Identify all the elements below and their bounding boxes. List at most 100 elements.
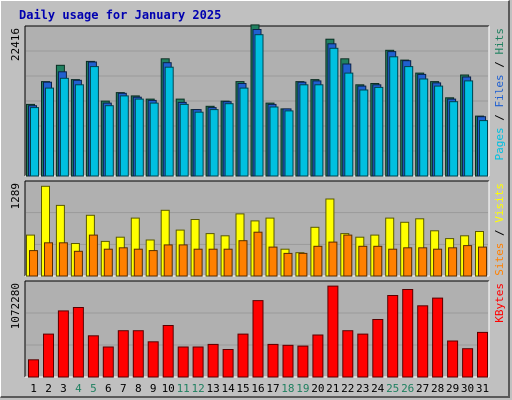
bar-kbytes-day-26 [402, 289, 414, 378]
bar-kbytes-day-12 [192, 346, 204, 378]
bar-pages-day-24 [374, 86, 384, 177]
panel-bottom-ymax-label: 1072280 [9, 283, 22, 329]
bar-pages-day-29 [449, 101, 459, 177]
bar-sites-day-5 [88, 234, 98, 277]
x-tick-label-day-9: 9 [150, 382, 157, 395]
legend-sites: Sites [493, 243, 506, 276]
x-tick-label-day-23: 23 [356, 382, 369, 395]
bar-kbytes-day-15 [237, 333, 249, 378]
bar-kbytes-day-10 [162, 325, 174, 378]
bar-sites-day-28 [433, 248, 443, 277]
bar-kbytes-day-29 [447, 340, 459, 378]
legend-pages: Pages [493, 127, 506, 160]
bar-pages-day-31 [479, 120, 488, 177]
bar-pages-day-4 [74, 84, 84, 177]
bar-pages-day-5 [89, 66, 99, 177]
bar-sites-day-12 [193, 248, 203, 277]
bar-kbytes-day-21 [327, 285, 339, 378]
bar-sites-day-23 [358, 245, 368, 277]
x-tick-label-day-12: 12 [191, 382, 204, 395]
bar-pages-day-14 [224, 103, 234, 177]
panel-middle-ymax-label: 1289 [9, 183, 22, 210]
bar-sites-day-25 [388, 248, 398, 277]
bar-kbytes-day-14 [222, 349, 234, 378]
panel-top-legend: Pages / Files / Hits [493, 28, 506, 161]
x-tick-label-day-29: 29 [446, 382, 459, 395]
bar-pages-day-30 [464, 80, 474, 177]
bar-sites-day-24 [373, 245, 383, 277]
bar-kbytes-day-16 [252, 300, 264, 378]
bar-pages-day-25 [389, 56, 399, 177]
bar-pages-day-13 [209, 109, 219, 177]
x-tick-label-day-22: 22 [341, 382, 354, 395]
x-tick-label-day-10: 10 [162, 382, 175, 395]
bar-pages-day-16 [254, 34, 264, 177]
bar-sites-day-22 [343, 234, 353, 277]
bar-pages-day-9 [149, 102, 159, 177]
bar-sites-day-2 [44, 242, 53, 277]
legend-kbytes: KBytes [493, 283, 506, 323]
bar-pages-day-3 [59, 77, 69, 177]
bar-sites-day-1 [29, 250, 38, 277]
bar-sites-day-20 [313, 245, 323, 277]
bar-pages-day-21 [329, 47, 339, 177]
bar-kbytes-day-1 [28, 359, 39, 378]
bar-pages-day-7 [119, 95, 129, 177]
bar-sites-day-31 [478, 246, 487, 277]
bar-sites-day-6 [103, 248, 113, 277]
bar-pages-day-17 [269, 106, 279, 177]
bar-kbytes-day-25 [387, 295, 399, 378]
bar-sites-day-15 [238, 240, 248, 277]
x-tick-label-day-30: 30 [461, 382, 474, 395]
x-tick-label-day-8: 8 [135, 382, 142, 395]
x-tick-label-day-7: 7 [120, 382, 127, 395]
bar-kbytes-day-18 [282, 344, 294, 378]
x-tick-label-day-11: 11 [177, 382, 190, 395]
x-tick-label-day-4: 4 [75, 382, 82, 395]
x-tick-label-day-20: 20 [311, 382, 324, 395]
bar-sites-day-26 [403, 247, 413, 277]
legend-separator: / [493, 223, 506, 243]
bar-pages-day-20 [314, 84, 324, 177]
bar-sites-day-21 [328, 241, 338, 277]
bar-pages-day-26 [404, 66, 414, 177]
bar-kbytes-day-27 [417, 305, 429, 378]
bar-kbytes-day-13 [207, 343, 219, 378]
bar-kbytes-day-19 [297, 345, 309, 378]
x-tick-label-day-21: 21 [326, 382, 339, 395]
x-tick-label-day-26: 26 [401, 382, 414, 395]
x-tick-label-day-25: 25 [386, 382, 399, 395]
x-tick-label-day-3: 3 [60, 382, 67, 395]
bar-pages-day-11 [179, 103, 189, 177]
bar-kbytes-day-23 [357, 333, 369, 378]
bar-kbytes-day-22 [342, 330, 354, 378]
panel-bottom-legend: KBytes [493, 283, 506, 323]
bar-sites-day-7 [118, 247, 128, 277]
panel-top-ymax-label: 22416 [9, 28, 22, 61]
x-tick-label-day-1: 1 [30, 382, 37, 395]
legend-separator: / [493, 108, 506, 128]
bar-kbytes-day-20 [312, 334, 324, 378]
bar-kbytes-day-2 [43, 333, 54, 378]
bar-sites-day-9 [148, 250, 158, 277]
legend-visits: Visits [493, 183, 506, 223]
bar-sites-day-4 [73, 250, 83, 277]
bar-pages-day-23 [359, 89, 369, 177]
bar-sites-day-27 [418, 247, 428, 277]
bar-sites-day-14 [223, 248, 233, 277]
bar-kbytes-day-24 [372, 319, 384, 378]
bar-sites-day-3 [58, 242, 68, 277]
x-tick-label-day-28: 28 [431, 382, 444, 395]
bar-pages-day-8 [134, 98, 144, 177]
x-tick-label-day-6: 6 [105, 382, 112, 395]
bar-kbytes-day-4 [72, 307, 84, 378]
bar-pages-day-2 [45, 87, 54, 177]
bar-pages-day-19 [299, 84, 309, 177]
x-tick-label-day-17: 17 [266, 382, 279, 395]
x-tick-label-day-24: 24 [371, 382, 385, 395]
bar-kbytes-day-8 [132, 330, 144, 378]
bar-sites-day-30 [463, 245, 473, 277]
x-tick-label-day-15: 15 [236, 382, 249, 395]
bar-sites-day-11 [178, 244, 188, 277]
x-tick-label-day-18: 18 [281, 382, 294, 395]
